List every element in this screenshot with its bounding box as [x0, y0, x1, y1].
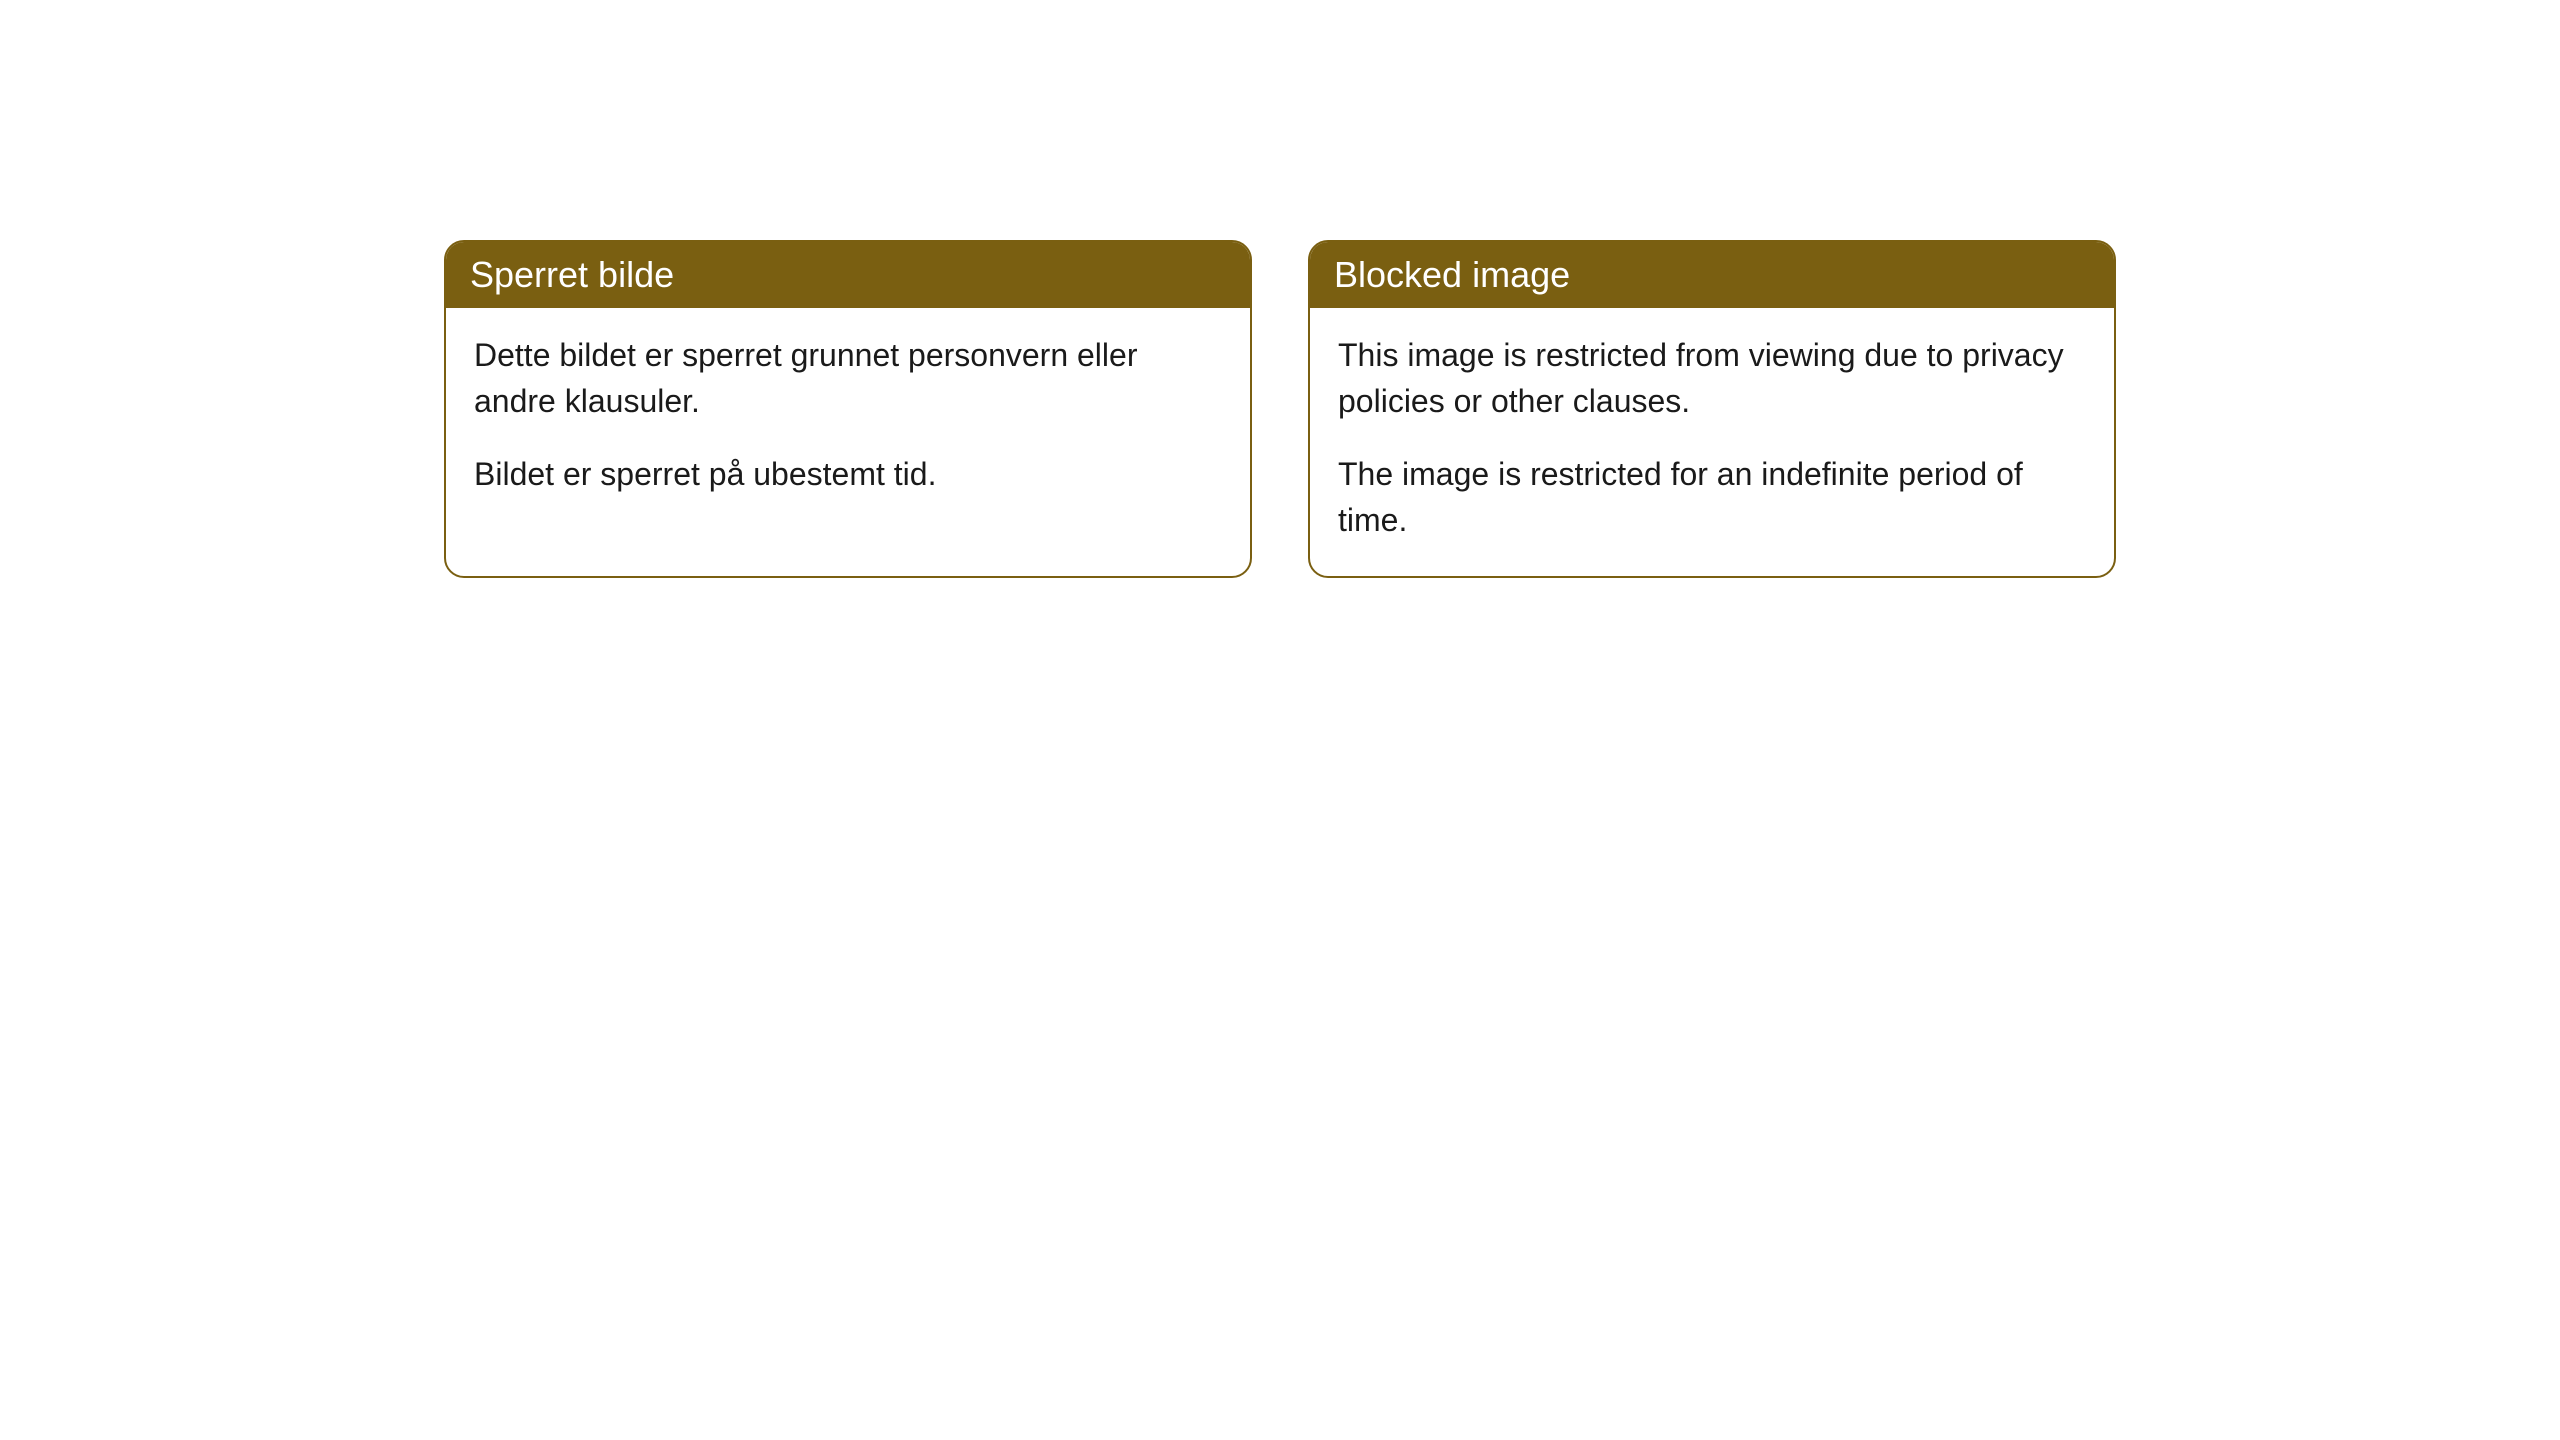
card-body-norwegian: Dette bildet er sperret grunnet personve… — [446, 308, 1250, 529]
card-header-english: Blocked image — [1310, 242, 2114, 308]
card-paragraph-2-norwegian: Bildet er sperret på ubestemt tid. — [474, 451, 1222, 497]
notice-cards-container: Sperret bilde Dette bildet er sperret gr… — [444, 240, 2116, 578]
card-body-english: This image is restricted from viewing du… — [1310, 308, 2114, 576]
card-paragraph-2-english: The image is restricted for an indefinit… — [1338, 451, 2086, 544]
card-paragraph-1-english: This image is restricted from viewing du… — [1338, 332, 2086, 425]
card-title-english: Blocked image — [1334, 254, 1570, 295]
card-paragraph-1-norwegian: Dette bildet er sperret grunnet personve… — [474, 332, 1222, 425]
card-header-norwegian: Sperret bilde — [446, 242, 1250, 308]
blocked-image-card-norwegian: Sperret bilde Dette bildet er sperret gr… — [444, 240, 1252, 578]
blocked-image-card-english: Blocked image This image is restricted f… — [1308, 240, 2116, 578]
card-title-norwegian: Sperret bilde — [470, 254, 674, 295]
